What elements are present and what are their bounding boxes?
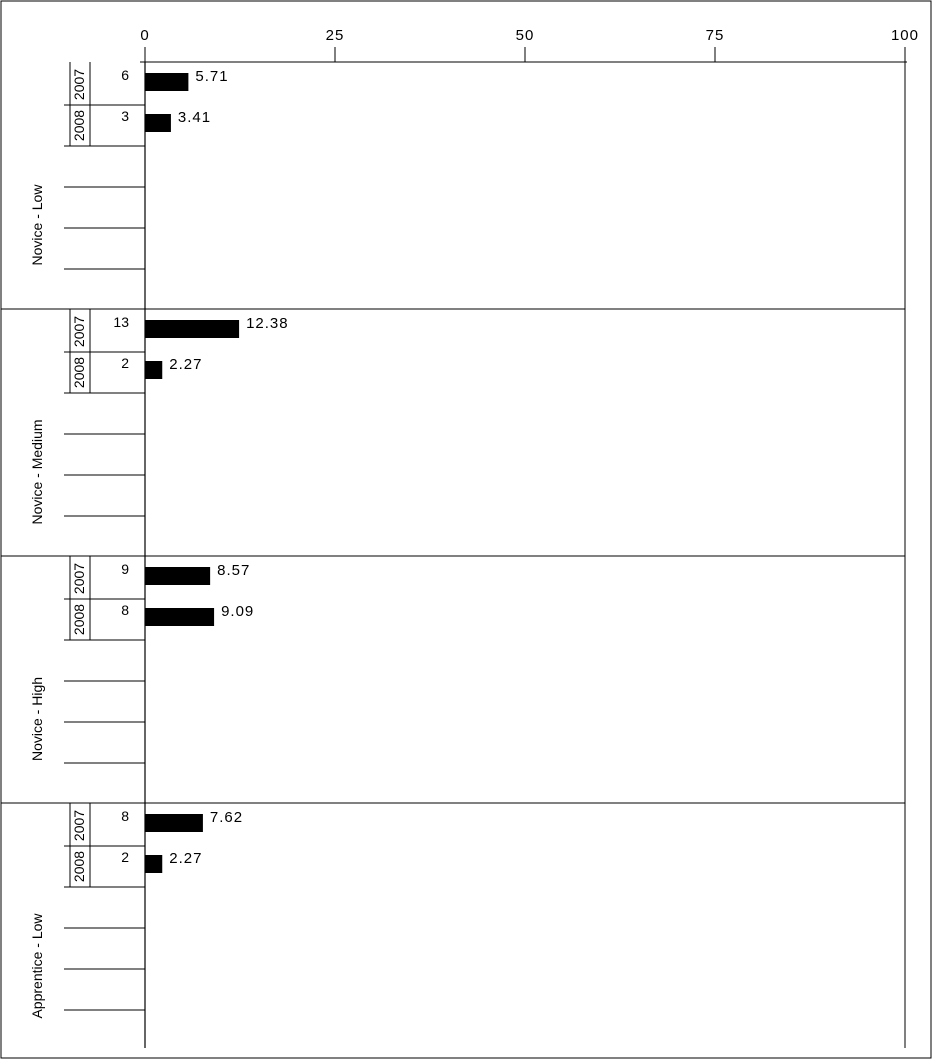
count-label: 2 bbox=[121, 849, 129, 865]
bar-value-label: 12.38 bbox=[246, 315, 289, 332]
year-label: 2007 bbox=[71, 810, 87, 841]
count-label: 13 bbox=[113, 314, 129, 330]
bar bbox=[145, 567, 211, 585]
year-label: 2008 bbox=[71, 604, 87, 635]
count-label: 3 bbox=[121, 108, 129, 124]
x-tick-label: 50 bbox=[516, 27, 535, 44]
bar bbox=[145, 855, 163, 873]
year-label: 2007 bbox=[71, 69, 87, 100]
group-label: Novice - Medium bbox=[29, 419, 45, 524]
bar-value-label: 8.57 bbox=[217, 562, 250, 579]
group-label: Apprentice - Low bbox=[29, 913, 45, 1019]
bar bbox=[145, 608, 215, 626]
bar-value-label: 5.71 bbox=[195, 68, 228, 85]
count-label: 6 bbox=[121, 67, 129, 83]
x-tick-label: 0 bbox=[140, 27, 149, 44]
group-label: Novice - Low bbox=[29, 184, 45, 266]
x-tick-label: 75 bbox=[706, 27, 725, 44]
bar bbox=[145, 814, 203, 832]
group-label: Novice - High bbox=[29, 677, 45, 761]
bar-value-label: 3.41 bbox=[178, 109, 211, 126]
x-tick-label: 25 bbox=[326, 27, 345, 44]
year-label: 2007 bbox=[71, 316, 87, 347]
year-label: 2008 bbox=[71, 110, 87, 141]
year-label: 2008 bbox=[71, 851, 87, 882]
year-label: 2007 bbox=[71, 563, 87, 594]
bar bbox=[145, 320, 240, 338]
bar-value-label: 2.27 bbox=[169, 850, 202, 867]
x-tick-label: 100 bbox=[891, 27, 919, 44]
bar bbox=[145, 73, 189, 91]
count-label: 2 bbox=[121, 355, 129, 371]
count-label: 9 bbox=[121, 561, 129, 577]
year-label: 2008 bbox=[71, 357, 87, 388]
bar-value-label: 2.27 bbox=[169, 356, 202, 373]
bar-value-label: 7.62 bbox=[210, 809, 243, 826]
bar bbox=[145, 361, 163, 379]
count-label: 8 bbox=[121, 808, 129, 824]
count-label: 8 bbox=[121, 602, 129, 618]
bar bbox=[145, 114, 171, 132]
bar-value-label: 9.09 bbox=[221, 603, 254, 620]
